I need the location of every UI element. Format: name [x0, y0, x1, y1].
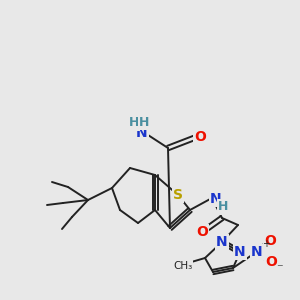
Text: N: N [251, 245, 263, 259]
Text: O: O [265, 255, 277, 269]
Text: +: + [262, 239, 270, 249]
Text: O: O [196, 225, 208, 239]
Text: CH₃: CH₃ [173, 261, 193, 271]
Text: N: N [136, 126, 148, 140]
Text: N: N [216, 235, 228, 249]
Text: O: O [264, 234, 276, 248]
Text: N: N [234, 245, 246, 259]
Text: ⁻: ⁻ [276, 262, 282, 275]
Text: H: H [139, 116, 149, 128]
Text: N: N [210, 192, 222, 206]
Text: S: S [173, 188, 183, 202]
Text: H: H [218, 200, 228, 214]
Text: O: O [194, 130, 206, 144]
Text: H: H [129, 116, 139, 130]
